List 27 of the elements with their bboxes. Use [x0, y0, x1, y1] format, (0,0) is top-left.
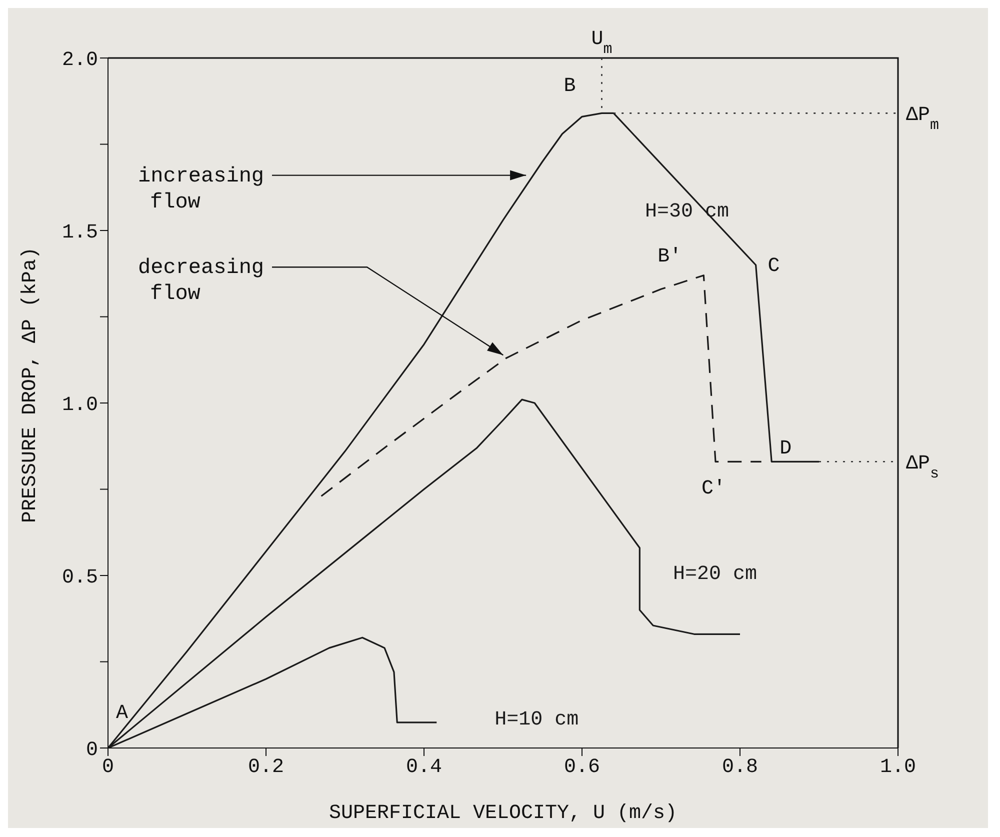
series-label: H=20 cm: [673, 563, 758, 586]
x-axis-title: SUPERFICIAL VELOCITY, U (m/s): [328, 802, 678, 825]
y-tick-label: 2.0: [62, 49, 98, 72]
annotation: decreasing flow: [138, 257, 264, 306]
annotation: C': [702, 478, 726, 501]
y-tick-label: 1.5: [62, 222, 98, 245]
y-axis-title: PRESSURE DROP, ΔP (kPa): [19, 246, 42, 523]
ref-line-label: U$_{m}$: [591, 28, 612, 58]
x-tick-label: 1.0: [880, 756, 916, 780]
line-series: [320, 274, 762, 497]
y-tick-label: 0: [86, 739, 98, 762]
annotation: B': [658, 245, 682, 268]
y-tick-label: 1.0: [62, 394, 98, 418]
y-tick-label: 0.5: [62, 566, 98, 590]
x-tick-label: 0.4: [406, 756, 442, 780]
text: H=10 cm: [494, 708, 579, 732]
annotation: D: [780, 438, 792, 461]
ref-line-label: ΔP$_{s}$: [906, 452, 940, 482]
annotation: increasing flow: [138, 165, 264, 214]
x-tick-label: 0: [102, 756, 114, 780]
ref-line-label: ΔP$_{m}$: [906, 104, 940, 134]
annotation: C: [768, 255, 780, 278]
x-tick-label: 0.6: [564, 756, 600, 780]
annotation: A: [116, 702, 128, 725]
x-tick-label: 0.2: [248, 756, 284, 780]
x-tick-label: 0.8: [722, 756, 758, 780]
annotation: B: [564, 75, 576, 98]
